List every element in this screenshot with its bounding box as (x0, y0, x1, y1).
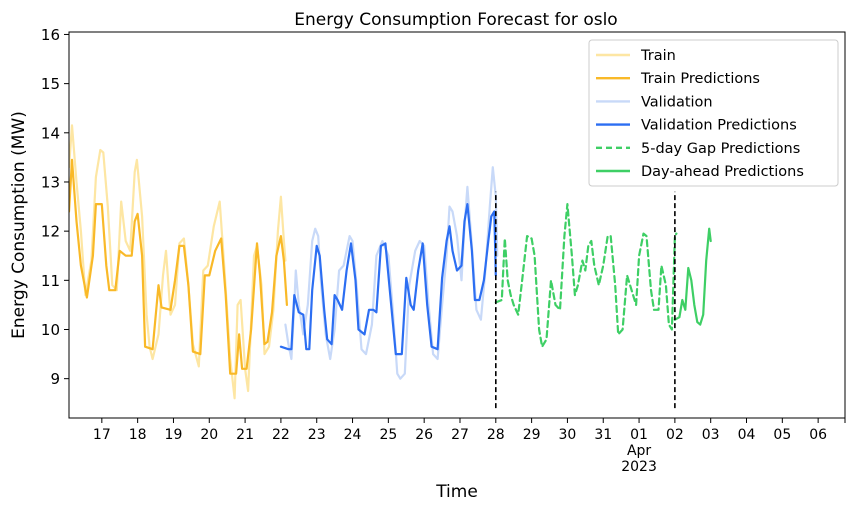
y-tick-label: 13 (41, 173, 60, 191)
plot-frame (68, 31, 846, 419)
legend-label: Day-ahead Predictions (641, 164, 804, 180)
y-axis: 9 10 11 12 13 14 15 16 (41, 26, 69, 388)
x-tick-label: 2023 (621, 459, 657, 475)
legend-entries: Train Train Predictions Validation Validati… (596, 48, 804, 180)
series-line-validation (284, 166, 499, 380)
x-tick-label: 04 (738, 427, 756, 443)
x-tick-label: 17 (93, 427, 111, 443)
x-tick-label: 25 (379, 427, 397, 443)
x-tick-label: 18 (129, 427, 147, 443)
plot-area (68, 31, 846, 419)
y-tick-label: 10 (41, 321, 60, 339)
x-tick-label: 23 (308, 427, 326, 443)
x-tick-label: 02 (666, 427, 684, 443)
x-tick-label: 19 (165, 427, 183, 443)
chart-title: Energy Consumption Forecast for oslo (294, 10, 617, 30)
legend-label: 5-day Gap Predictions (641, 141, 800, 157)
x-tick-label: 31 (594, 427, 612, 443)
legend-label: Train Predictions (640, 71, 760, 87)
x-tick-label: 27 (451, 427, 469, 443)
legend-label: Validation Predictions (641, 118, 797, 134)
x-tick-label: Apr (627, 443, 651, 459)
series-line-day-ahead-predictions (673, 227, 712, 326)
series-line-5-day-gap-predictions (494, 203, 678, 348)
series-line-validation-predictions (279, 203, 497, 356)
y-tick-label: 11 (41, 272, 60, 290)
vline-layer (494, 191, 676, 409)
x-tick-label: 20 (200, 427, 218, 443)
x-axis-title: Time (435, 482, 478, 502)
x-tick-label: 24 (344, 427, 362, 443)
x-tick-label: 30 (559, 427, 577, 443)
y-tick-label: 16 (41, 26, 60, 44)
y-tick-label: 14 (41, 124, 60, 142)
legend-label: Train (640, 48, 676, 64)
x-tick-label: 28 (487, 427, 505, 443)
x-tick-label: 01 (630, 427, 648, 443)
y-tick-label: 15 (41, 75, 60, 93)
x-tick-label: 29 (523, 427, 541, 443)
x-tick-label: 03 (702, 427, 720, 443)
x-tick-label: 22 (272, 427, 290, 443)
x-tick-label: 05 (773, 427, 791, 443)
legend: Train Train Predictions Validation Validati… (588, 39, 839, 187)
y-axis-title: Energy Consumption (MW) (9, 111, 29, 339)
y-tick-label: 12 (41, 223, 60, 241)
y-tick-label: 9 (50, 370, 60, 388)
series-layer (69, 124, 712, 400)
legend-label: Validation (641, 94, 713, 110)
x-tick-label: 06 (809, 427, 827, 443)
x-tick-label: 26 (415, 427, 433, 443)
x-tick-label: 21 (236, 427, 254, 443)
legend-box (588, 39, 839, 187)
series-line-train-predictions (69, 158, 288, 375)
